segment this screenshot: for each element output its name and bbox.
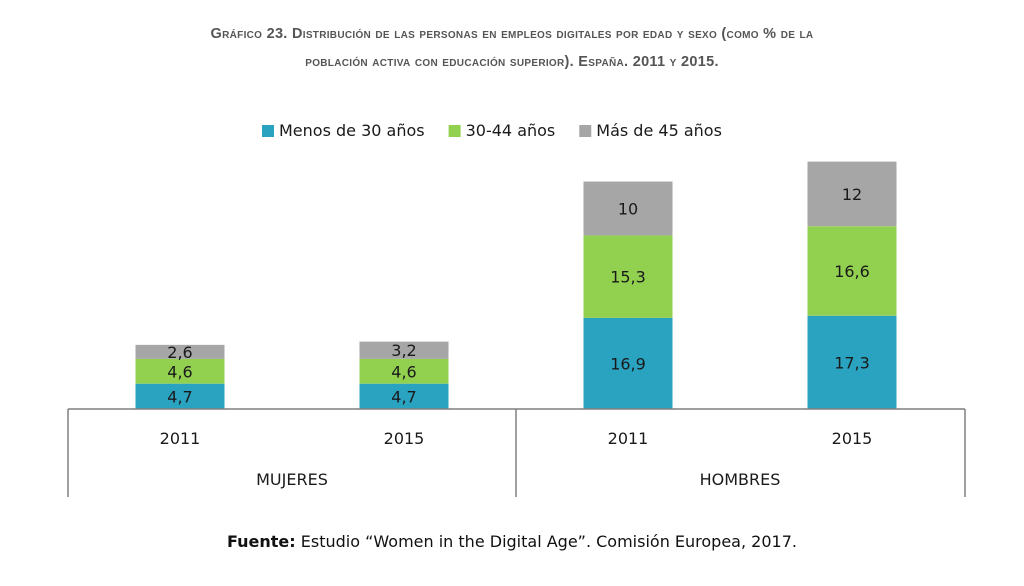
data-label-mas-de-45-anos-2: 10 — [618, 199, 638, 218]
legend-swatch-30-44-anos — [448, 125, 461, 137]
source-note: Fuente: Estudio “Women in the Digital Ag… — [0, 532, 1024, 551]
bar-menos-de-30-anos-1 — [359, 383, 449, 409]
x-tick-label-hombres-2011: 2011 — [608, 429, 649, 448]
data-label-30-44-anos-3: 16,6 — [834, 262, 870, 281]
data-label-menos-de-30-anos-1: 4,7 — [391, 387, 416, 406]
data-label-mas-de-45-anos-1: 3,2 — [391, 341, 416, 360]
bar-menos-de-30-anos-2 — [583, 317, 673, 409]
x-tick-label-mujeres-2011: 2011 — [160, 429, 201, 448]
bar-30-44-anos-3 — [807, 226, 897, 316]
x-tick-label-mujeres-2015: 2015 — [384, 429, 425, 448]
data-label-30-44-anos-0: 4,6 — [167, 362, 192, 381]
source-text: Estudio “Women in the Digital Age”. Comi… — [295, 532, 797, 551]
data-label-mas-de-45-anos-0: 2,6 — [167, 343, 192, 362]
bar-mas-de-45-anos-2 — [583, 181, 673, 236]
bar-30-44-anos-0 — [135, 358, 225, 384]
data-label-menos-de-30-anos-2: 16,9 — [610, 354, 646, 373]
bar-mas-de-45-anos-1 — [359, 341, 449, 359]
legend-swatch-mas-de-45-anos — [579, 125, 592, 137]
legend-label-menos-de-30-anos: Menos de 30 años — [279, 121, 425, 140]
chart-title-line-1: Gráfico 23. Distribución de las personas… — [210, 26, 814, 42]
chart-title-line-2: población activa con educación superior)… — [305, 54, 719, 70]
bar-30-44-anos-2 — [583, 235, 673, 318]
group-label-hombres: HOMBRES — [700, 470, 781, 489]
legend-swatch-menos-de-30-anos — [262, 125, 274, 137]
bar-menos-de-30-anos-3 — [807, 315, 897, 409]
chart-title: Gráfico 23. Distribución de las personas… — [40, 20, 984, 76]
legend-label-mas-de-45-anos: Más de 45 años — [596, 121, 722, 140]
legend-label-30-44-anos: 30-44 años — [466, 121, 556, 140]
data-label-30-44-anos-2: 15,3 — [610, 268, 646, 287]
bar-30-44-anos-1 — [359, 358, 449, 384]
source-label: Fuente: — [227, 532, 296, 551]
bar-mas-de-45-anos-3 — [807, 161, 897, 227]
data-label-menos-de-30-anos-0: 4,7 — [167, 387, 192, 406]
x-tick-label-hombres-2015: 2015 — [832, 429, 873, 448]
bar-menos-de-30-anos-0 — [135, 383, 225, 409]
bar-mas-de-45-anos-0 — [135, 344, 225, 359]
data-label-30-44-anos-1: 4,6 — [391, 362, 416, 381]
data-label-mas-de-45-anos-3: 12 — [842, 185, 862, 204]
group-label-mujeres: MUJERES — [256, 470, 328, 489]
data-label-menos-de-30-anos-3: 17,3 — [834, 353, 870, 372]
